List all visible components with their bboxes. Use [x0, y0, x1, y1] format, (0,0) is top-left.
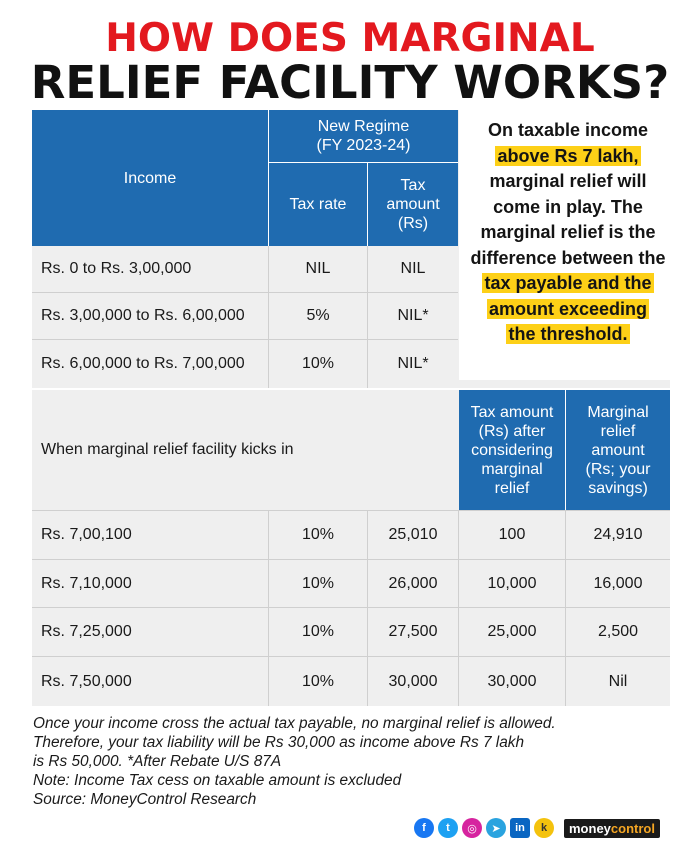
linkedin-icon[interactable]: in [510, 818, 530, 838]
header-divider [269, 162, 458, 163]
relief-amount-header: Marginal relief amount (Rs; your savings… [566, 390, 670, 510]
income-header: Income [32, 110, 268, 246]
t1-row-0-rate: NIL [305, 260, 331, 277]
footer-social-bar: f t ◎ ➤ in k moneycontrol [414, 818, 660, 838]
t1-row-0-amount: NIL [400, 260, 426, 277]
header-divider [367, 162, 368, 246]
side-note-p1: On taxable income [487, 120, 649, 140]
t2-row-1-income: Rs. 7,10,000 [41, 574, 132, 592]
brand-money: money [569, 820, 611, 836]
t1-row-2-rate: 10% [301, 355, 335, 372]
row-divider [32, 607, 670, 608]
note-line-4: Note: Income Tax cess on taxable amount … [33, 772, 402, 789]
telegram-icon[interactable]: ➤ [486, 818, 506, 838]
t1-row-0-income: Rs. 0 to Rs. 3,00,000 [41, 260, 192, 277]
facebook-icon[interactable]: f [414, 818, 434, 838]
row-divider [32, 559, 670, 560]
column-divider [268, 246, 269, 388]
header-divider [268, 110, 269, 246]
t2-row-2-income: Rs. 7,25,000 [41, 623, 132, 640]
t2-row-3-after: 30,000 [487, 672, 537, 690]
tax-amount-header: Tax amount (Rs) [368, 163, 458, 246]
note-line-5: Source: MoneyControl Research [33, 791, 257, 808]
row-divider [32, 388, 670, 390]
side-note-highlight-3: amount exceeding [486, 298, 650, 319]
note-line-3: is Rs 50,000. *After Rebate U/S 87A [33, 753, 282, 770]
t2-row-0-amount: 25,010 [388, 526, 438, 543]
t1-row-1-income: Rs. 3,00,000 to Rs. 6,00,000 [41, 307, 245, 324]
t2-row-2-rate: 10% [301, 623, 335, 640]
t2-row-1-after: 10,000 [487, 574, 537, 592]
after-relief-header-text: Tax amount (Rs) after considering margin… [470, 403, 554, 497]
side-note-highlight-1: above Rs 7 lakh, [495, 145, 641, 166]
moneycontrol-logo: moneycontrol [564, 818, 660, 838]
t2-row-2-relief: 2,500 [597, 623, 639, 640]
t2-row-3-relief: Nil [608, 672, 628, 690]
relief-amount-header-text: Marginal relief amount (Rs; your savings… [585, 403, 651, 497]
tax-amount-header-text: Tax amount (Rs) [386, 177, 440, 232]
koo-icon[interactable]: k [534, 818, 554, 838]
header-divider [565, 390, 566, 510]
t2-row-1-rate: 10% [301, 574, 335, 592]
tax-rate-header: Tax rate [269, 163, 367, 246]
t2-row-0-after: 100 [498, 526, 526, 543]
row-divider [32, 339, 458, 340]
t2-row-3-income: Rs. 7,50,000 [41, 672, 132, 690]
row-divider [32, 292, 458, 293]
t2-row-1-amount: 26,000 [388, 574, 438, 592]
column-divider [367, 511, 368, 706]
side-note: On taxable income above Rs 7 lakh, margi… [468, 118, 668, 348]
column-divider [458, 511, 459, 706]
brand-control: control [610, 820, 655, 836]
regime-header-text: New Regime (FY 2023-24) [316, 118, 411, 154]
title-line-1: HOW DOES MARGINAL [105, 16, 595, 61]
t2-row-0-relief: 24,910 [593, 526, 643, 543]
column-divider [367, 246, 368, 388]
footnotes: Once your income cross the actual tax pa… [33, 714, 683, 809]
t2-row-3-amount: 30,000 [388, 672, 438, 690]
row-divider [32, 510, 670, 511]
t1-row-1-rate: 5% [306, 307, 330, 324]
t2-row-2-after: 25,000 [487, 623, 537, 640]
instagram-icon[interactable]: ◎ [462, 818, 482, 838]
side-note-highlight-2: tax payable and the [482, 273, 654, 293]
t2-row-2-amount: 27,500 [388, 623, 438, 640]
t2-row-3-rate: 10% [301, 672, 335, 690]
t1-row-2-amount: NIL* [397, 355, 429, 372]
t1-row-2-income: Rs. 6,00,000 to Rs. 7,00,000 [41, 355, 245, 372]
column-divider [268, 511, 269, 706]
note-line-1: Once your income cross the actual tax pa… [33, 715, 556, 732]
t2-row-1-relief: 16,000 [593, 574, 643, 592]
note-line-2: Therefore, your tax liability will be Rs… [33, 734, 525, 751]
t2-row-0-rate: 10% [301, 526, 335, 543]
title-line-2: RELIEF FACILITY WORKS? [30, 56, 670, 109]
after-relief-header: Tax amount (Rs) after considering margin… [459, 390, 565, 510]
side-note-highlight-4: the threshold. [506, 324, 630, 344]
regime-header: New Regime (FY 2023-24) [269, 110, 458, 162]
t1-row-1-amount: NIL* [397, 307, 429, 324]
twitter-icon[interactable]: t [438, 818, 458, 838]
side-note-p2: marginal relief will come in play. The m… [470, 171, 666, 268]
row-divider [32, 656, 670, 657]
column-divider [565, 511, 566, 706]
kicks-in-label: When marginal relief facility kicks in [41, 441, 294, 458]
t2-row-0-income: Rs. 7,00,100 [41, 526, 132, 543]
